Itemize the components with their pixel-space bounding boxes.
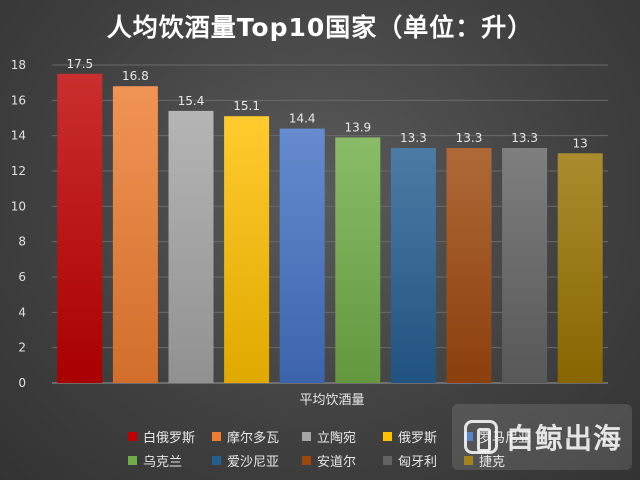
y-tick-label: 12 [11, 164, 26, 178]
y-tick-label: 18 [11, 58, 26, 72]
bar-chart: 0 2 4 6 8 10 12 14 16 18 17.5 16.8 15.4 15.1 14.4 13.9… [11, 57, 608, 408]
legend-label: 安道尔 [317, 454, 357, 470]
legend-item: 安道尔 [302, 451, 383, 470]
data-label: 15.1 [233, 99, 260, 113]
y-tick-label: 4 [18, 305, 26, 319]
legend-row: 乌克兰 爱沙尼亚 安道尔 匈牙利 捷克 [128, 448, 628, 472]
chart-title: 人均饮酒量Top10国家（单位：升） [106, 13, 534, 42]
bar-5 [279, 128, 325, 383]
bar-9 [502, 148, 548, 383]
legend-label: 捷克 [479, 454, 506, 470]
legend-swatch [464, 455, 473, 465]
bar-6 [335, 137, 381, 383]
y-tick-label: 16 [11, 93, 26, 107]
bar-10 [557, 153, 603, 383]
bar-2 [112, 86, 158, 383]
legend-item: 摩尔多瓦 [212, 427, 302, 446]
legend: 白俄罗斯 摩尔多瓦 立陶宛 俄罗斯 罗马尼亚 乌克兰 爱沙尼亚 安道尔 匈牙利 捷克 [128, 424, 628, 472]
data-label: 14.4 [289, 112, 316, 126]
legend-swatch [302, 431, 311, 441]
legend-item: 白俄罗斯 [128, 427, 212, 446]
y-axis-ticks: 0 2 4 6 8 10 12 14 16 18 [11, 58, 26, 390]
data-label: 17.5 [66, 57, 93, 71]
data-label: 13 [573, 136, 588, 150]
legend-swatch [464, 431, 473, 441]
legend-swatch [212, 455, 221, 465]
bar-7 [390, 148, 436, 383]
legend-label: 俄罗斯 [398, 430, 438, 446]
data-label: 15.4 [178, 94, 205, 108]
watermark: 白鲸出海 [452, 404, 632, 470]
legend-item: 立陶宛 [302, 427, 383, 446]
legend-label: 立陶宛 [317, 430, 357, 446]
x-axis-label: 平均饮酒量 [299, 393, 364, 408]
legend-swatch [383, 455, 392, 465]
legend-swatch [212, 431, 221, 441]
legend-item: 俄罗斯 [383, 427, 464, 446]
watermark-text: 白鲸出海 [506, 422, 623, 455]
data-label: 13.3 [400, 131, 427, 145]
bars [57, 73, 603, 384]
legend-item: 爱沙尼亚 [212, 451, 302, 470]
legend-label: 罗马尼亚 [479, 430, 532, 446]
legend-label: 匈牙利 [398, 454, 438, 470]
y-tick-label: 8 [18, 235, 26, 249]
legend-label: 爱沙尼亚 [227, 454, 280, 470]
bar-8 [446, 148, 492, 383]
legend-swatch [302, 455, 311, 465]
y-tick-label: 2 [18, 341, 26, 355]
y-tick-label: 6 [18, 270, 26, 284]
legend-label: 白俄罗斯 [143, 430, 196, 446]
legend-item: 匈牙利 [383, 451, 464, 470]
whale-logo-icon [464, 420, 498, 454]
legend-label: 乌克兰 [143, 454, 183, 470]
data-label: 13.3 [511, 131, 538, 145]
data-label: 16.8 [122, 69, 149, 83]
legend-swatch [128, 455, 137, 465]
legend-item: 罗马尼亚 [464, 427, 554, 446]
legend-swatch [383, 431, 392, 441]
y-tick-label: 14 [11, 129, 26, 143]
legend-swatch [128, 431, 137, 441]
legend-row: 白俄罗斯 摩尔多瓦 立陶宛 俄罗斯 罗马尼亚 [128, 424, 628, 448]
bar-3 [168, 110, 214, 384]
legend-item: 捷克 [464, 451, 554, 470]
legend-item: 乌克兰 [128, 451, 212, 470]
data-label: 13.3 [456, 131, 483, 145]
bar-4 [224, 116, 270, 383]
data-label: 13.9 [344, 120, 371, 134]
y-tick-label: 10 [11, 199, 26, 213]
bar-1 [57, 73, 103, 384]
y-tick-label: 0 [18, 376, 26, 390]
data-labels: 17.5 16.8 15.4 15.1 14.4 13.9 13.3 13.3 13.3 13 [66, 57, 587, 151]
legend-label: 摩尔多瓦 [227, 430, 280, 446]
